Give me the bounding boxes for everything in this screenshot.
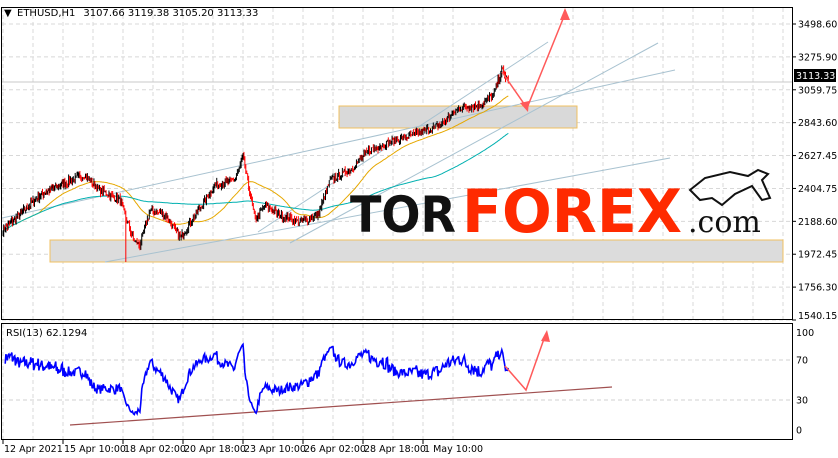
rsi-series bbox=[4, 342, 510, 417]
main-panel-frame bbox=[1, 7, 793, 320]
current-price-tag bbox=[794, 69, 836, 82]
rsi-tick-label: 30 bbox=[796, 396, 808, 407]
ohlc-values: 3107.66 3119.38 3105.20 3113.33 bbox=[83, 8, 258, 19]
rsi-panel-frame bbox=[1, 323, 793, 440]
header-line: ETHUSD,H1 3107.66 3119.38 3105.20 3113.33 bbox=[17, 8, 258, 19]
x-tick-label: 20 Apr 18:00 bbox=[184, 444, 246, 455]
forecast-arrow bbox=[501, 8, 570, 112]
y-tick-label: 2404.75 bbox=[798, 184, 837, 195]
torforex-logo: TOR FOREX .com bbox=[350, 168, 772, 247]
channel-line-b bbox=[289, 42, 659, 244]
ma-fast-line bbox=[2, 95, 509, 234]
y-tick-label: 2188.60 bbox=[798, 217, 837, 228]
rsi-label: RSI(13) 62.1294 bbox=[6, 328, 87, 339]
ma-slow-line bbox=[2, 132, 509, 234]
y-tick-label: 1756.30 bbox=[798, 283, 837, 294]
rsi-trendline bbox=[69, 386, 613, 426]
logo-forex: FOREX bbox=[462, 177, 682, 247]
rsi-tick-label: 100 bbox=[796, 328, 814, 339]
rsi-forecast-arrow bbox=[504, 330, 550, 392]
rsi-tick-label: 70 bbox=[796, 356, 808, 367]
trendline-lower bbox=[104, 157, 671, 263]
symbol-label: ETHUSD,H1 bbox=[17, 8, 75, 19]
y-tick-label: 2843.60 bbox=[798, 118, 837, 129]
rsi-axis: 100 70 30 0 bbox=[796, 328, 814, 437]
x-tick-label: 28 Apr 18:00 bbox=[364, 444, 426, 455]
x-tick-label: 26 Apr 02:00 bbox=[304, 444, 366, 455]
resistance-zone bbox=[338, 105, 578, 129]
x-tick-label: 12 Apr 2021 bbox=[4, 444, 63, 455]
candles bbox=[2, 65, 509, 262]
y-tick-label: 1972.45 bbox=[798, 250, 837, 261]
price-axis: 3498.60 3275.90 3059.75 2843.60 2627.45 2404.… bbox=[792, 20, 837, 322]
logo-tor: TOR bbox=[350, 186, 456, 244]
logo-com: .com bbox=[688, 205, 761, 240]
x-tick-label: 18 Apr 02:00 bbox=[124, 444, 186, 455]
x-tick-label: 23 Apr 10:00 bbox=[244, 444, 306, 455]
y-tick-label: 2627.45 bbox=[798, 151, 837, 162]
rsi-line bbox=[4, 342, 510, 417]
menu-triangle-icon[interactable]: ▼ bbox=[4, 8, 12, 19]
x-tick-label: 15 Apr 10:00 bbox=[64, 444, 126, 455]
moving-averages bbox=[2, 95, 509, 234]
x-tick-label: 1 May 10:00 bbox=[424, 444, 483, 455]
rsi-tick-label: 0 bbox=[796, 426, 802, 437]
y-tick-label: 3059.75 bbox=[798, 85, 837, 96]
y-tick-label: 3275.90 bbox=[798, 52, 837, 63]
support-zone bbox=[49, 239, 784, 263]
y-tick-label: 1540.15 bbox=[798, 311, 837, 322]
y-tick-label: 3498.60 bbox=[798, 20, 837, 31]
bull-icon bbox=[688, 168, 772, 207]
current-price-label: 3113.33 bbox=[796, 71, 835, 82]
